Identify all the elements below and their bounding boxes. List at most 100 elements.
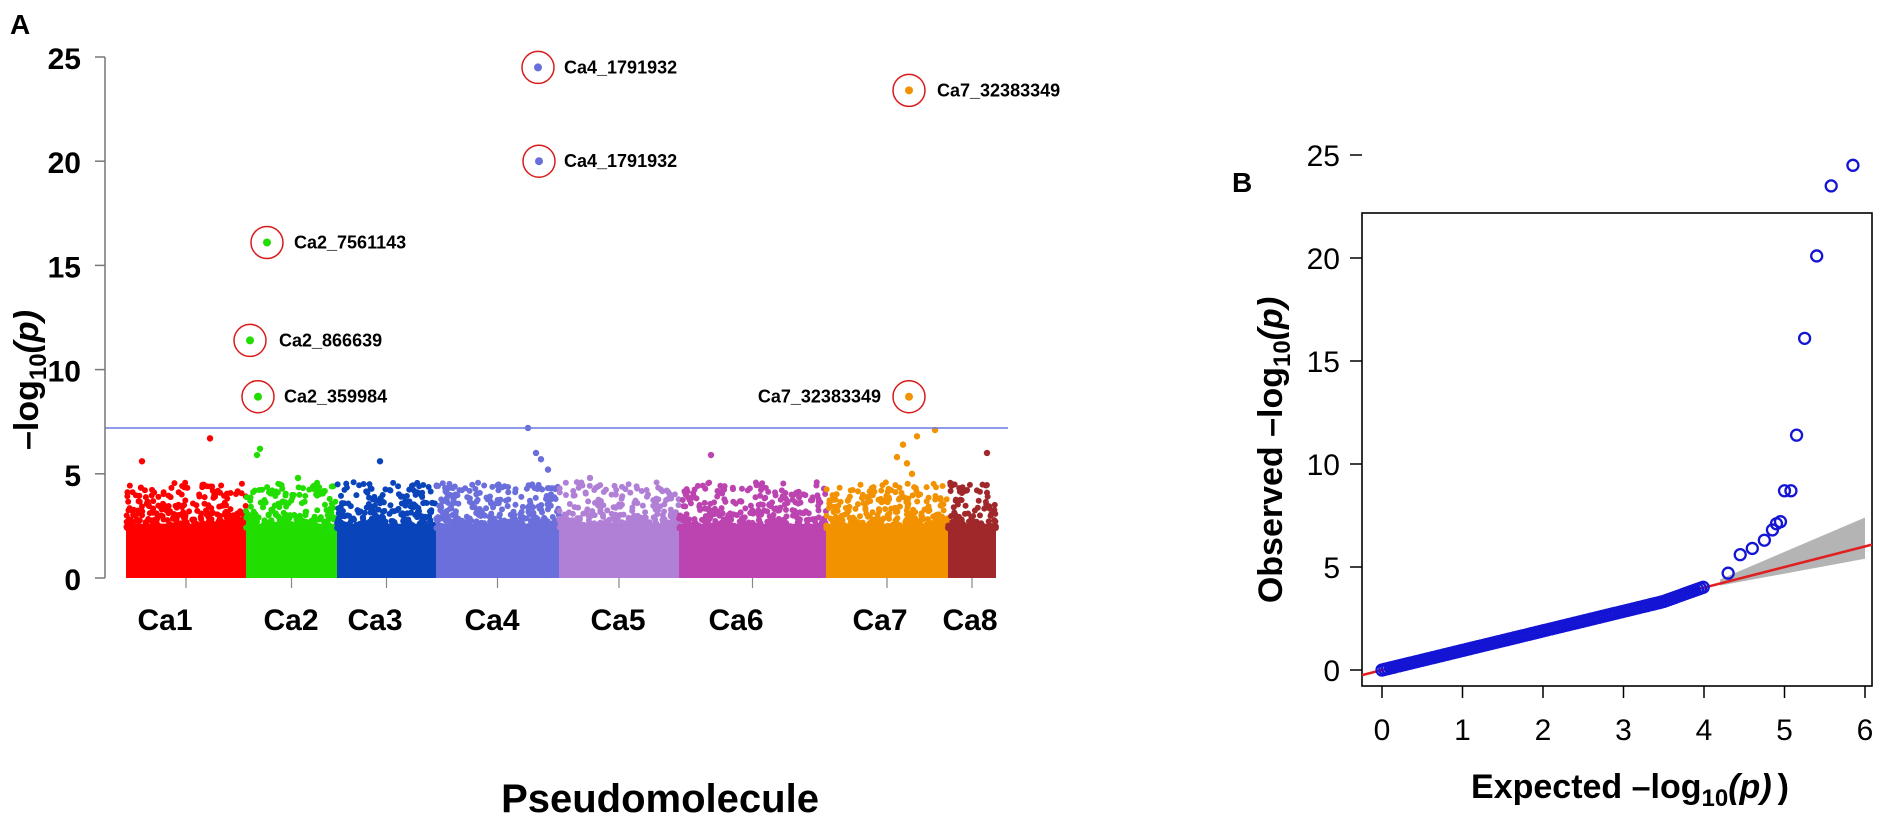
snp-point [582,522,589,529]
snp-point [640,524,647,531]
snp-point [698,516,705,523]
y-tick-label: 0 [64,564,81,597]
snp-point [732,524,739,531]
snp-point [813,479,820,486]
snp-point [643,487,650,494]
snp-point [689,524,696,531]
snp-point [253,451,261,459]
snp-point [653,501,660,508]
snp-point [781,524,788,531]
snp-point [190,500,197,507]
snp-point [216,516,223,523]
snp-point [986,503,993,510]
snp-point [186,508,193,515]
snp-point [852,505,859,512]
snp-point [705,480,712,487]
snp-point [356,482,363,489]
snp-point [272,510,279,517]
snp-point [704,524,711,531]
snp-point [242,503,249,510]
snp-point [906,522,913,529]
snp-point [373,513,380,520]
manhattan-ylabel-arg: (p) [8,310,46,353]
snp-point [585,512,592,519]
snp-point [789,496,796,503]
snp-highlight-ring [241,379,275,414]
snp-point [497,496,504,503]
snp-point [918,510,925,517]
snp-point [741,514,748,521]
snp-point [400,517,407,524]
snp-point [499,484,506,491]
snp-point [780,480,787,487]
snp-point [575,484,582,491]
snp-point [175,489,182,496]
dense-region [337,523,436,578]
snp-point [720,516,727,523]
snp-point [742,505,749,512]
snp-point [367,524,374,531]
snp-point [439,498,446,505]
qq-point [1745,541,1759,556]
snp-point [415,504,422,511]
snp-point [718,505,725,512]
snp-point [130,506,137,513]
snp-point [979,481,986,488]
snp-point [318,524,325,531]
qq-ylabel-arg: (p) [1252,297,1290,340]
snp-point [919,524,926,531]
snp-point [532,449,540,457]
snp-point [879,523,886,530]
snp-point [878,487,885,494]
snp-point [789,507,796,514]
snp-point [893,453,901,461]
snp-point [866,488,873,495]
snp-point [755,507,762,514]
snp-point [925,494,932,501]
snp-point [991,517,998,524]
snp-point [525,504,532,511]
qq-xlabel-sub: 10 [1702,785,1729,812]
snp-point [629,507,636,514]
snp-point [954,501,961,508]
snp-point [562,524,569,531]
snp-point [920,516,927,523]
snp-label: Ca4_1791932 [564,57,677,77]
snp-point [846,503,853,510]
snp-point [712,518,719,525]
snp-point [310,482,317,489]
snp-point [974,504,981,511]
snp-point [129,489,136,496]
manhattan-plot: A 0 5 10 15 20 25 Ca1 Ca2 Ca3 Ca4 Ca5 Ca6 Ca7 Ca8 Ca… [8,9,1060,821]
snp-label: Ca2_7561143 [294,232,406,252]
snp-point [214,511,221,518]
snp-point [991,501,998,508]
snp-point [218,482,225,489]
snp-point [403,492,410,499]
snp-point [262,499,269,506]
snp-point [814,492,821,499]
qq-x-tick-label: 3 [1615,714,1632,747]
snp-point [951,481,958,488]
chromosome-points-ca2 [243,479,340,578]
qq-x-tick-label: 5 [1776,714,1793,747]
chromosome-points-ca1 [123,479,249,578]
snp-point [399,493,406,500]
snp-point [347,503,354,510]
snp-point [138,458,146,465]
snp-point [201,494,208,501]
snp-point [499,506,506,513]
snp-point [194,507,201,514]
snp-point [466,487,473,494]
snp-point [139,508,146,515]
snp-point [247,497,254,504]
snp-point [227,506,234,513]
snp-point [296,491,303,498]
snp-point [775,515,782,522]
snp-point [586,482,593,489]
snp-point [727,510,734,517]
snp-point [182,497,189,504]
snp-point [280,516,287,523]
snp-point [160,516,167,523]
